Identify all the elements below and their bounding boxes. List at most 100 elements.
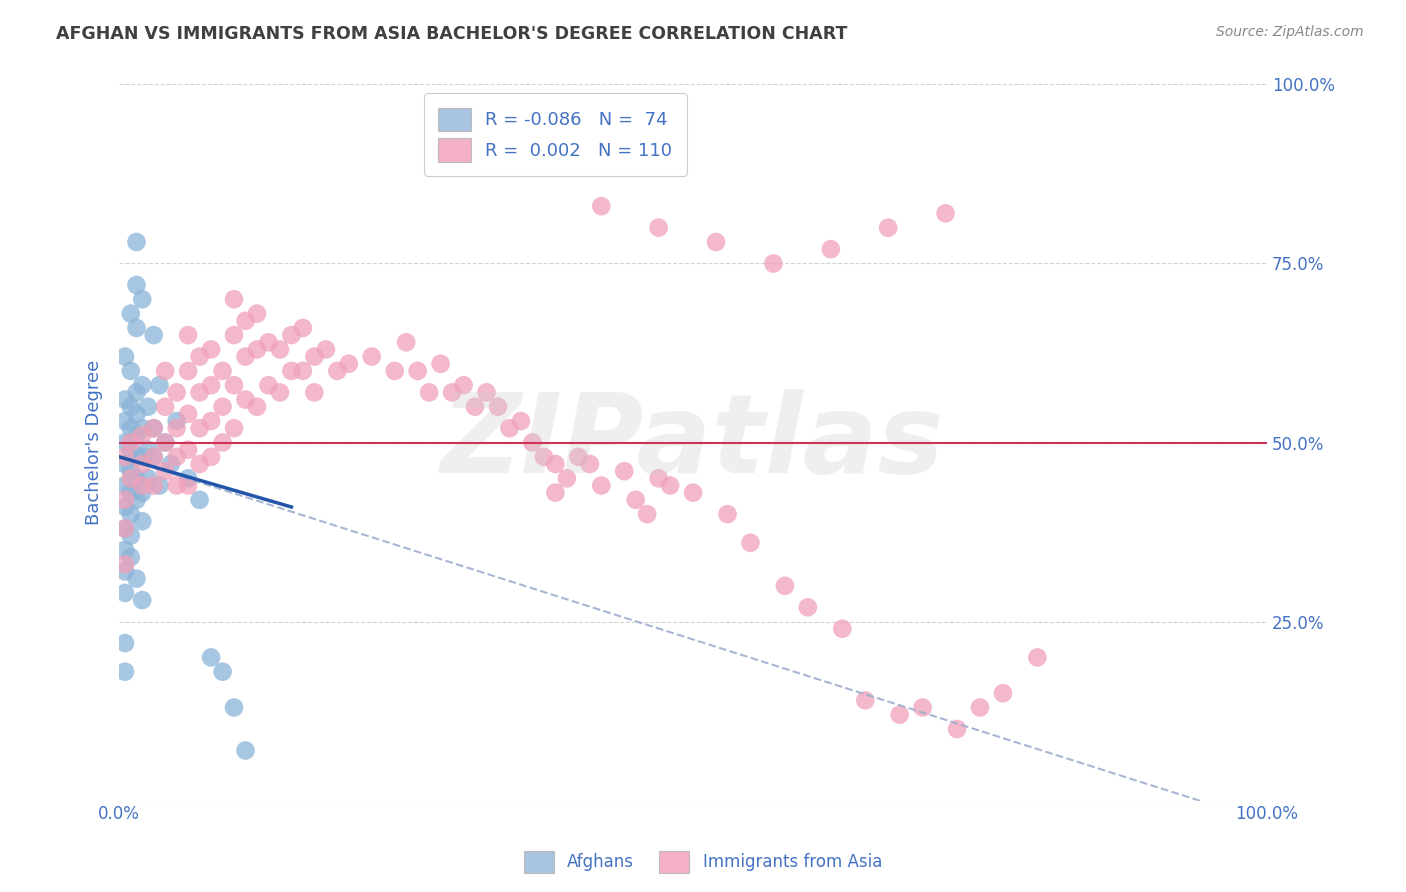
Point [360, 350, 382, 364]
Point [200, 650, 222, 665]
Point [280, 364, 302, 378]
Point [125, 492, 148, 507]
Point [177, 364, 200, 378]
Point [166, 421, 188, 435]
Point [946, 722, 969, 736]
Point [877, 220, 900, 235]
Point [200, 450, 222, 464]
Point [935, 206, 957, 220]
Point [486, 400, 509, 414]
Point [131, 457, 153, 471]
Point [136, 400, 159, 414]
Point [136, 442, 159, 457]
Point [591, 199, 613, 213]
Point [544, 457, 567, 471]
Point [131, 421, 153, 435]
Point [395, 335, 418, 350]
Point [716, 507, 738, 521]
Point [418, 385, 440, 400]
Point [166, 450, 188, 464]
Point [120, 307, 142, 321]
Point [125, 277, 148, 292]
Point [740, 536, 762, 550]
Point [125, 450, 148, 464]
Point [889, 707, 911, 722]
Point [291, 364, 314, 378]
Point [153, 400, 176, 414]
Point [326, 364, 349, 378]
Point [235, 314, 257, 328]
Point [188, 421, 211, 435]
Point [153, 435, 176, 450]
Point [125, 407, 148, 421]
Point [177, 442, 200, 457]
Point [142, 450, 165, 464]
Point [114, 450, 136, 464]
Point [125, 572, 148, 586]
Point [125, 385, 148, 400]
Point [114, 350, 136, 364]
Point [120, 464, 142, 478]
Point [177, 471, 200, 485]
Point [188, 350, 211, 364]
Point [704, 235, 727, 249]
Point [114, 392, 136, 407]
Point [498, 421, 520, 435]
Point [429, 357, 451, 371]
Point [114, 543, 136, 558]
Point [114, 478, 136, 492]
Legend: Afghans, Immigrants from Asia: Afghans, Immigrants from Asia [517, 845, 889, 880]
Point [114, 435, 136, 450]
Point [120, 471, 142, 485]
Point [235, 743, 257, 757]
Point [222, 700, 245, 714]
Point [142, 421, 165, 435]
Text: AFGHAN VS IMMIGRANTS FROM ASIA BACHELOR'S DEGREE CORRELATION CHART: AFGHAN VS IMMIGRANTS FROM ASIA BACHELOR'… [56, 25, 848, 43]
Point [125, 471, 148, 485]
Point [131, 293, 153, 307]
Y-axis label: Bachelor's Degree: Bachelor's Degree [86, 359, 103, 525]
Point [177, 407, 200, 421]
Point [142, 328, 165, 343]
Point [131, 378, 153, 392]
Point [114, 414, 136, 428]
Point [291, 321, 314, 335]
Point [613, 464, 636, 478]
Point [153, 464, 176, 478]
Point [624, 492, 647, 507]
Point [120, 442, 142, 457]
Point [246, 400, 269, 414]
Point [114, 457, 136, 471]
Point [647, 471, 669, 485]
Point [166, 478, 188, 492]
Point [188, 457, 211, 471]
Point [142, 421, 165, 435]
Point [211, 665, 233, 679]
Point [153, 435, 176, 450]
Point [682, 485, 704, 500]
Point [153, 364, 176, 378]
Point [441, 385, 464, 400]
Point [160, 457, 183, 471]
Point [114, 521, 136, 535]
Point [120, 435, 142, 450]
Point [211, 400, 233, 414]
Point [131, 593, 153, 607]
Point [578, 457, 600, 471]
Point [222, 378, 245, 392]
Point [120, 421, 142, 435]
Point [510, 414, 533, 428]
Point [131, 514, 153, 528]
Point [522, 435, 544, 450]
Point [114, 665, 136, 679]
Point [797, 600, 820, 615]
Point [773, 579, 796, 593]
Point [544, 485, 567, 500]
Point [820, 242, 842, 256]
Point [211, 364, 233, 378]
Point [246, 307, 269, 321]
Point [853, 693, 876, 707]
Point [647, 220, 669, 235]
Point [120, 528, 142, 542]
Point [1026, 650, 1049, 665]
